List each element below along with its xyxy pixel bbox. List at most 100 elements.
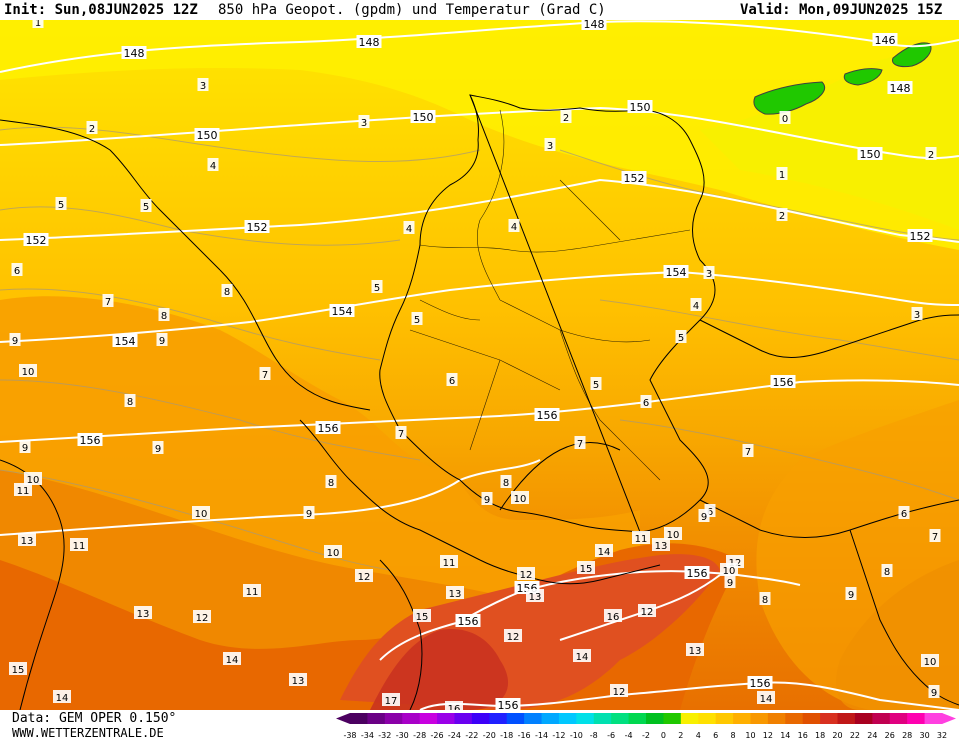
temperature-label: 5 <box>55 197 67 211</box>
geopotential-label-text: 156 <box>498 699 519 710</box>
scale-color-box <box>646 713 664 724</box>
temperature-label-text: 14 <box>576 652 589 663</box>
scale-tick-label: 22 <box>850 731 860 740</box>
scale-color-box <box>680 713 699 724</box>
geopotential-label: 150 <box>410 110 436 124</box>
temperature-label: 5 <box>140 199 152 213</box>
color-scale-ticks: -38 -34 -32 -30 -28 -26 -24 -22 -20 -18 -16 -14 -12-… <box>343 731 947 740</box>
scale-color-box <box>837 713 856 724</box>
scale-color-box <box>593 713 612 724</box>
temperature-label: 12 <box>193 610 211 624</box>
temperature-label-text: 5 <box>374 283 380 294</box>
scale-color-box <box>524 713 543 724</box>
temperature-label-text: 12 <box>613 687 626 698</box>
scale-tick-label: 10 <box>745 731 755 740</box>
scale-color-box <box>820 713 839 724</box>
geopotential-label: 146 <box>872 33 898 47</box>
temperature-label: 6 <box>640 395 652 409</box>
temperature-label-text: 3 <box>914 310 920 321</box>
temperature-label-text: 14 <box>598 547 611 558</box>
scale-tick-label: -30 <box>396 731 409 740</box>
scale-color-box <box>924 713 943 724</box>
scale-tick-label: 18 <box>815 731 825 740</box>
temperature-label-text: 13 <box>655 541 668 552</box>
temperature-label: 14 <box>595 544 613 558</box>
geopotential-label-text: 150 <box>413 111 434 124</box>
temperature-label: 5 <box>675 330 687 344</box>
scale-tick-label: -20 <box>483 731 496 740</box>
temperature-label-text: 13 <box>137 609 150 620</box>
geopotential-label-text: 154 <box>115 335 136 348</box>
temperature-label-text: 9 <box>22 443 28 454</box>
temperature-label-text: 13 <box>21 536 34 547</box>
temperature-label-text: 17 <box>385 696 398 707</box>
temperature-label-text: 6 <box>901 509 907 520</box>
geopotential-label-text: 146 <box>875 34 896 47</box>
temperature-label-text: 6 <box>449 376 455 387</box>
temperature-label: 9 <box>19 440 31 454</box>
state-borders <box>409 109 691 481</box>
temperature-label-text: 11 <box>635 534 648 545</box>
temperature-label: 9 <box>724 575 736 589</box>
geopotential-label-text: 156 <box>773 376 794 389</box>
scale-color-box <box>489 713 508 724</box>
scale-tick-label: 26 <box>885 731 895 740</box>
scale-color-box <box>628 713 647 724</box>
temperature-label: 4 <box>403 221 415 235</box>
map-header: Init: Sun,08JUN2025 12Z 850 hPa Geopot. … <box>0 0 959 20</box>
temperature-label-text: 9 <box>701 512 707 523</box>
temperature-label-text: 8 <box>224 287 230 298</box>
temperature-label-text: 9 <box>848 590 854 601</box>
temperature-label: 11 <box>14 483 32 497</box>
temperature-label-text: 3 <box>200 81 206 92</box>
temperature-label: 3 <box>197 78 209 92</box>
temperature-label-text: 4 <box>406 224 412 235</box>
scale-tick-label: -22 <box>465 731 478 740</box>
temperature-label: 12 <box>504 629 522 643</box>
scale-color-box <box>611 713 630 724</box>
temperature-label-text: 0 <box>782 114 788 125</box>
temperature-label: 10 <box>192 506 210 520</box>
temperature-label-text: 1 <box>35 20 41 29</box>
temperature-label-text: 7 <box>932 532 938 543</box>
scale-tick-label: 30 <box>919 731 929 740</box>
temperature-label: 14 <box>757 691 775 705</box>
temperature-label: 1 <box>32 20 44 29</box>
scale-tick-label: -6 <box>607 731 615 740</box>
temperature-label-text: 4 <box>210 161 216 172</box>
temperature-label: 9 <box>845 587 857 601</box>
temperature-label: 7 <box>259 367 271 381</box>
temperature-label-text: 9 <box>484 495 490 506</box>
temperature-label-text: 2 <box>563 113 569 124</box>
temperature-label-text: 11 <box>73 541 86 552</box>
scale-tick-label: -26 <box>431 731 444 740</box>
temperature-label: 9 <box>9 333 21 347</box>
scale-tick-label: -38 <box>343 731 356 740</box>
temperature-label-text: 7 <box>577 439 583 450</box>
temperature-label: 8 <box>325 475 337 489</box>
scale-arrow-left <box>336 713 350 724</box>
temperature-label-text: 10 <box>924 657 937 668</box>
temperature-label: 7 <box>929 529 941 543</box>
temperature-label-text: 11 <box>246 587 259 598</box>
temperature-label: 15 <box>413 609 431 623</box>
geopotential-label: 148 <box>356 35 382 49</box>
scale-color-box <box>541 713 560 724</box>
geopotential-label: 156 <box>495 698 521 710</box>
scale-tick-label: 32 <box>937 731 947 740</box>
scale-tick-label: -28 <box>413 731 426 740</box>
temperature-label: 3 <box>544 138 556 152</box>
temperature-label-text: 8 <box>762 595 768 606</box>
scale-tick-label: 28 <box>902 731 912 740</box>
scale-color-box <box>663 713 682 724</box>
temperature-label: 9 <box>156 333 168 347</box>
geopotential-label-text: 148 <box>359 36 380 49</box>
temperature-label-text: 11 <box>443 558 456 569</box>
scale-color-box <box>471 713 490 724</box>
temperature-label: 10 <box>720 563 738 577</box>
temperature-label-text: 5 <box>143 202 149 213</box>
scale-tick-label: 6 <box>713 731 718 740</box>
temperature-label: 6 <box>446 373 458 387</box>
temperature-label-text: 13 <box>689 646 702 657</box>
